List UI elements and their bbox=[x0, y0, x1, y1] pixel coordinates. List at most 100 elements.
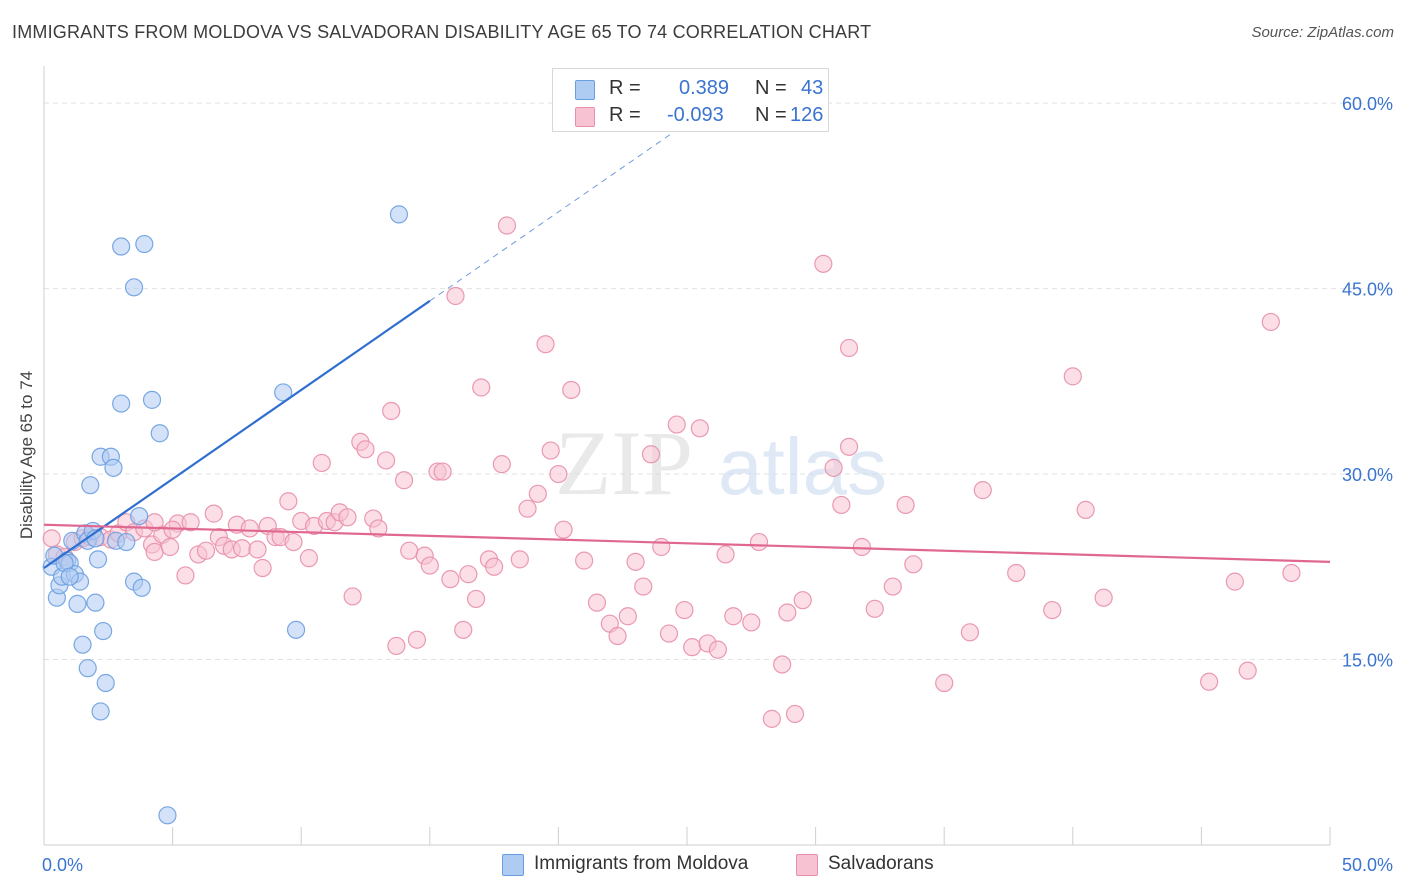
salvadoran-point bbox=[485, 557, 504, 576]
legend-swatch-blue bbox=[575, 80, 595, 100]
salvadoran-point bbox=[852, 537, 871, 557]
moldova-point bbox=[135, 234, 154, 254]
moldova-point bbox=[86, 593, 105, 612]
tick-labels: 15.0% 30.0% 45.0% 60.0% 0.0% 50.0% bbox=[42, 94, 1393, 875]
y-axis-label: Disability Age 65 to 74 bbox=[17, 371, 36, 539]
salvadoran-point bbox=[343, 587, 362, 606]
salvadoran-point bbox=[773, 655, 792, 674]
salvadoran-point bbox=[587, 593, 607, 612]
salvadoran-point bbox=[420, 556, 439, 575]
trend-lines bbox=[43, 122, 1331, 569]
legend-n-value: 126 bbox=[790, 104, 824, 126]
moldova-point bbox=[130, 506, 149, 526]
salvadoran-point bbox=[528, 484, 547, 503]
salvadoran-point bbox=[824, 458, 843, 477]
salvadoran-point bbox=[749, 532, 769, 552]
salvadoran-point bbox=[839, 437, 859, 456]
legend-n-value: 43 bbox=[801, 77, 824, 99]
y-tick-label: 60.0% bbox=[1342, 94, 1393, 114]
moldova-point bbox=[158, 806, 177, 825]
legend-swatch-pink bbox=[575, 107, 595, 127]
moldova-point bbox=[94, 621, 113, 641]
salvadoran-point bbox=[466, 589, 486, 609]
moldova-point bbox=[117, 532, 136, 552]
salvadoran-point bbox=[973, 481, 992, 500]
salvadoran-point bbox=[541, 441, 560, 460]
legend-n-label: N = bbox=[755, 104, 787, 126]
salvadoran-point bbox=[181, 513, 200, 532]
salvadoran-point bbox=[376, 451, 396, 470]
series-legend: Immigrants from Moldova Salvadorans bbox=[0, 852, 1406, 878]
legend-n-label: N = bbox=[755, 77, 787, 99]
salvadoran-point bbox=[145, 513, 164, 532]
salvadoran-point bbox=[742, 613, 761, 632]
legend-r-label: R = bbox=[609, 104, 641, 126]
legend-r-value: 0.389 bbox=[679, 77, 730, 99]
salvadoran-point bbox=[160, 537, 180, 557]
legend-r-label: R = bbox=[609, 77, 641, 99]
salvadoran-point bbox=[641, 445, 661, 464]
moldova-point bbox=[96, 673, 115, 693]
salvadoran-point bbox=[549, 464, 568, 484]
salvadoran-point bbox=[1238, 661, 1257, 680]
salvadoran-point bbox=[814, 254, 833, 273]
salvadoran-point bbox=[1094, 588, 1113, 607]
salvadoran-point bbox=[716, 545, 735, 564]
salvadoran-point bbox=[497, 216, 517, 235]
legend-item-label: Salvadorans bbox=[828, 853, 934, 874]
salvadoran-point bbox=[618, 607, 637, 626]
salvadoran-point bbox=[248, 540, 267, 559]
salvadoran-point bbox=[626, 552, 645, 571]
moldova-point bbox=[274, 383, 293, 402]
salvadoran-point bbox=[778, 603, 797, 622]
salvadoran-point bbox=[708, 640, 727, 659]
salvadoran-point bbox=[472, 378, 491, 397]
salvadoran-point bbox=[1200, 672, 1219, 691]
salvadoran-point bbox=[387, 636, 406, 656]
moldova-point bbox=[73, 635, 92, 654]
y-tick-label: 15.0% bbox=[1342, 651, 1393, 671]
moldova-trend-extension bbox=[429, 122, 688, 302]
salvadoran-trend-line bbox=[43, 523, 1331, 563]
moldova-point bbox=[286, 620, 306, 639]
salvadoran-point bbox=[1282, 563, 1301, 583]
legend-r-value: -0.093 bbox=[667, 104, 724, 126]
salvadoran-point bbox=[690, 419, 709, 438]
salvadoran-point bbox=[652, 537, 671, 557]
salvadoran-point bbox=[935, 673, 954, 693]
salvadoran-point bbox=[1063, 367, 1082, 386]
salvadoran-point bbox=[42, 529, 61, 548]
salvadoran-point bbox=[562, 380, 581, 400]
salvadoran-point bbox=[904, 555, 923, 574]
x-tick-label: 0.0% bbox=[42, 855, 83, 875]
axis-layer bbox=[43, 66, 1331, 846]
salvadoran-point bbox=[394, 471, 414, 490]
moldova-point bbox=[112, 394, 131, 413]
salvadoran-point bbox=[492, 455, 511, 474]
salvadorans-points bbox=[42, 216, 1301, 728]
moldova-point bbox=[104, 458, 123, 477]
moldova-point bbox=[81, 476, 100, 495]
salvadoran-point bbox=[312, 453, 331, 473]
x-tick-label: 50.0% bbox=[1342, 855, 1393, 875]
moldova-point bbox=[91, 702, 110, 721]
salvadoran-point bbox=[407, 630, 427, 649]
salvadoran-point bbox=[575, 551, 594, 570]
moldova-point bbox=[142, 390, 162, 409]
salvadoran-point bbox=[1076, 500, 1095, 520]
salvadoran-point bbox=[675, 600, 694, 620]
moldova-points bbox=[42, 205, 409, 825]
salvadoran-point bbox=[433, 462, 452, 481]
salvadoran-point bbox=[441, 570, 460, 589]
moldova-point bbox=[124, 278, 144, 297]
moldova-point bbox=[389, 205, 409, 224]
salvadoran-point bbox=[176, 566, 195, 585]
moldova-point bbox=[132, 578, 151, 597]
salvadoran-point bbox=[608, 626, 627, 646]
salvadoran-point bbox=[896, 495, 915, 515]
salvadoran-point bbox=[1007, 563, 1026, 583]
salvadoran-point bbox=[338, 508, 357, 527]
salvadoran-point bbox=[459, 565, 478, 584]
salvadoran-point bbox=[883, 577, 902, 596]
